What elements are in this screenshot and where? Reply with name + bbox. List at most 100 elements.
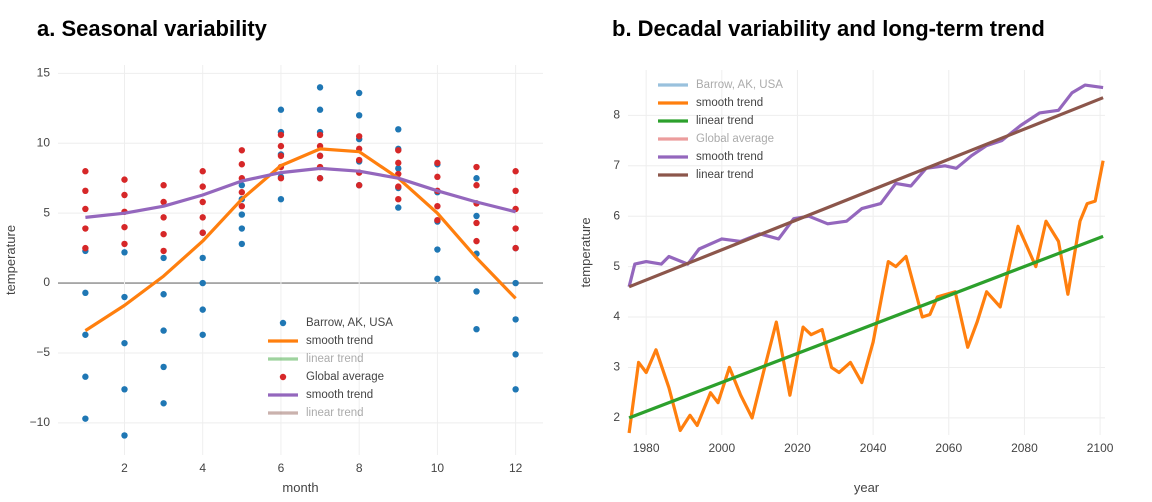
trend-line <box>627 160 1105 434</box>
data-point <box>473 219 480 227</box>
data-point <box>316 131 324 139</box>
y-tick-label: 15 <box>37 66 51 80</box>
data-point <box>160 363 167 371</box>
data-point <box>277 142 285 150</box>
data-point <box>82 168 89 175</box>
y-tick-label: 0 <box>43 275 50 289</box>
x-tick-label: 2100 <box>1087 441 1114 455</box>
data-point <box>473 288 480 295</box>
data-point <box>395 195 402 203</box>
x-tick-label: 2020 <box>784 441 811 455</box>
x-tick-label: 2060 <box>935 441 962 455</box>
data-point <box>512 351 519 358</box>
data-point <box>434 159 441 167</box>
data-point <box>316 106 324 113</box>
legend-label: Barrow, AK, USA <box>696 79 783 91</box>
data-point <box>316 152 324 160</box>
data-point <box>82 331 89 338</box>
data-point <box>121 176 128 183</box>
data-point <box>121 240 128 248</box>
data-point <box>82 244 89 252</box>
x-tick-label: 2080 <box>1011 441 1038 455</box>
data-point <box>277 175 285 182</box>
y-tick-label: 6 <box>613 208 620 222</box>
data-point <box>434 216 441 224</box>
legend-label: Global average <box>696 133 774 145</box>
data-point <box>277 195 285 203</box>
legend-marker <box>279 319 287 327</box>
data-point <box>277 152 285 160</box>
y-tick-label: 4 <box>613 309 620 323</box>
data-point <box>355 89 363 97</box>
data-point <box>355 133 363 140</box>
data-point <box>395 147 402 154</box>
data-point <box>238 225 246 232</box>
data-point <box>434 246 441 253</box>
data-point <box>160 254 167 262</box>
data-point <box>199 229 206 236</box>
data-point <box>160 214 167 221</box>
data-point <box>512 225 519 232</box>
data-point <box>121 339 128 347</box>
data-point <box>355 156 363 164</box>
trend-line <box>628 96 1104 289</box>
data-point <box>199 198 206 206</box>
y-tick-label: −10 <box>30 415 51 429</box>
legend-marker <box>279 373 287 381</box>
data-point <box>121 386 128 393</box>
data-point <box>355 182 363 189</box>
y-tick-label: 2 <box>613 410 620 424</box>
data-point <box>82 415 89 422</box>
data-point <box>434 275 441 283</box>
data-point <box>395 183 402 190</box>
data-point <box>82 373 89 380</box>
data-point <box>473 325 480 333</box>
data-point <box>434 173 441 181</box>
data-point <box>512 316 519 323</box>
legend-label: smooth trend <box>306 335 373 347</box>
x-tick-label: 6 <box>278 461 285 475</box>
data-point <box>512 187 519 195</box>
data-point <box>121 293 128 301</box>
data-point <box>238 161 246 168</box>
data-point <box>121 432 128 439</box>
x-tick-label: 2000 <box>708 441 735 455</box>
x-tick-label: 4 <box>199 461 206 475</box>
legend-label: linear trend <box>696 169 754 181</box>
data-point <box>277 106 285 113</box>
legend-label: linear trend <box>696 115 754 127</box>
x-tick-label: 2040 <box>860 441 887 455</box>
data-point <box>82 187 89 195</box>
data-point <box>160 327 167 334</box>
data-point <box>512 168 519 175</box>
legend-label: linear trend <box>306 407 364 419</box>
data-point <box>434 202 441 210</box>
data-point <box>512 386 519 393</box>
y-tick-label: 3 <box>613 360 620 374</box>
x-axis-label: month <box>282 480 318 495</box>
legend-label: Barrow, AK, USA <box>306 317 393 329</box>
data-point <box>238 211 246 218</box>
data-point <box>473 212 480 220</box>
data-point <box>473 237 480 245</box>
data-point <box>160 230 167 238</box>
y-tick-label: 5 <box>43 205 50 219</box>
data-point <box>82 289 89 297</box>
data-point <box>473 163 480 171</box>
data-point <box>160 198 167 206</box>
chart-title: b. Decadal variability and long-term tre… <box>612 16 1045 41</box>
data-point <box>512 279 519 287</box>
trend-line <box>628 234 1104 420</box>
legend-label: smooth trend <box>696 151 763 163</box>
data-point <box>238 202 246 210</box>
x-tick-label: 10 <box>431 461 445 475</box>
y-axis-label: temperature <box>3 225 18 295</box>
data-point <box>238 147 246 154</box>
y-tick-label: 8 <box>613 108 620 122</box>
y-tick-label: −5 <box>36 345 50 359</box>
data-point <box>473 182 480 189</box>
y-tick-label: 7 <box>613 158 620 172</box>
data-point <box>395 126 402 133</box>
x-tick-label: 8 <box>356 461 363 475</box>
